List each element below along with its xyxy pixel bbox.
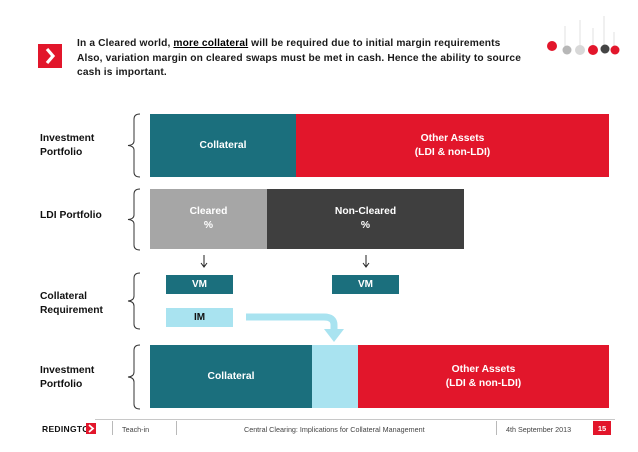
collateral-bar-bottom: Collateral (150, 345, 312, 408)
header-chevron-icon (38, 44, 62, 68)
other-assets-bottom-label: Other Assets (451, 363, 516, 375)
im-collateral-extension (312, 345, 358, 408)
row-label-investment-bottom: Investment Portfolio (40, 365, 95, 390)
other-assets-top-label: Other Assets (420, 132, 485, 144)
arrow-down-icon (200, 255, 208, 268)
other-assets-bottom-sub: (LDI & non-LDI) (445, 377, 522, 389)
cleared-label: Cleared (189, 206, 228, 217)
header-text: In a Cleared world, more collateral will… (77, 37, 547, 81)
other-assets-top-sub: (LDI & non-LDI) (414, 146, 491, 158)
im-label: IM (193, 312, 206, 323)
footer-brand: REDINGTON (42, 424, 96, 434)
footer-separator (112, 421, 113, 435)
row-label-investment-top: Investment Portfolio (40, 133, 95, 158)
non-cleared-label: Non-Cleared (334, 206, 397, 217)
brand-chevron-icon (86, 423, 96, 434)
other-assets-bar-top: Other Assets (LDI & non-LDI) (296, 114, 609, 177)
vm-left-label: VM (192, 279, 207, 290)
redington-circles-logo-icon (547, 16, 620, 55)
page-number-label: 15 (597, 423, 607, 433)
vm-right-label: VM (358, 279, 373, 290)
footer-date: 4th September 2013 (506, 425, 572, 434)
bracket-collateral-requirement (127, 272, 141, 330)
cleared-unit: % (203, 220, 214, 231)
header-line1-post: will be required due to initial margin r… (248, 38, 501, 49)
row-label-ldi: LDI Portfolio (40, 210, 102, 221)
im-box: IM (166, 308, 233, 327)
bracket-investment-bottom (127, 344, 141, 410)
footer-separator (176, 421, 177, 435)
header-line1-pre: In a Cleared world, (77, 38, 174, 49)
header-highlight: more collateral (173, 38, 249, 49)
collateral-top-label: Collateral (199, 139, 247, 151)
footer-separator (496, 421, 497, 435)
header-line2: Also, variation margin on cleared swaps … (77, 52, 522, 64)
collateral-bottom-label: Collateral (207, 370, 255, 382)
bracket-investment-top (127, 113, 141, 178)
cleared-bar: Cleared % (150, 189, 267, 249)
non-cleared-bar: Non-Cleared % (267, 189, 464, 249)
footer-section: Teach-in (122, 425, 150, 434)
page-number: 15 (593, 421, 611, 435)
row-label-collateral-requirement: Collateral Requirement (40, 291, 103, 316)
collateral-bar-top: Collateral (150, 114, 296, 177)
vm-box-left: VM (166, 275, 233, 294)
vm-box-right: VM (332, 275, 399, 294)
non-cleared-unit: % (360, 220, 371, 231)
header-line3: cash is important. (77, 67, 167, 78)
footer-title: Central Clearing: Implications for Colla… (244, 425, 425, 434)
other-assets-bar-bottom: Other Assets (LDI & non-LDI) (358, 345, 609, 408)
footer-divider (95, 419, 615, 420)
bracket-ldi (127, 188, 141, 251)
arrow-down-icon (362, 255, 370, 268)
curved-arrow-icon (246, 313, 344, 342)
